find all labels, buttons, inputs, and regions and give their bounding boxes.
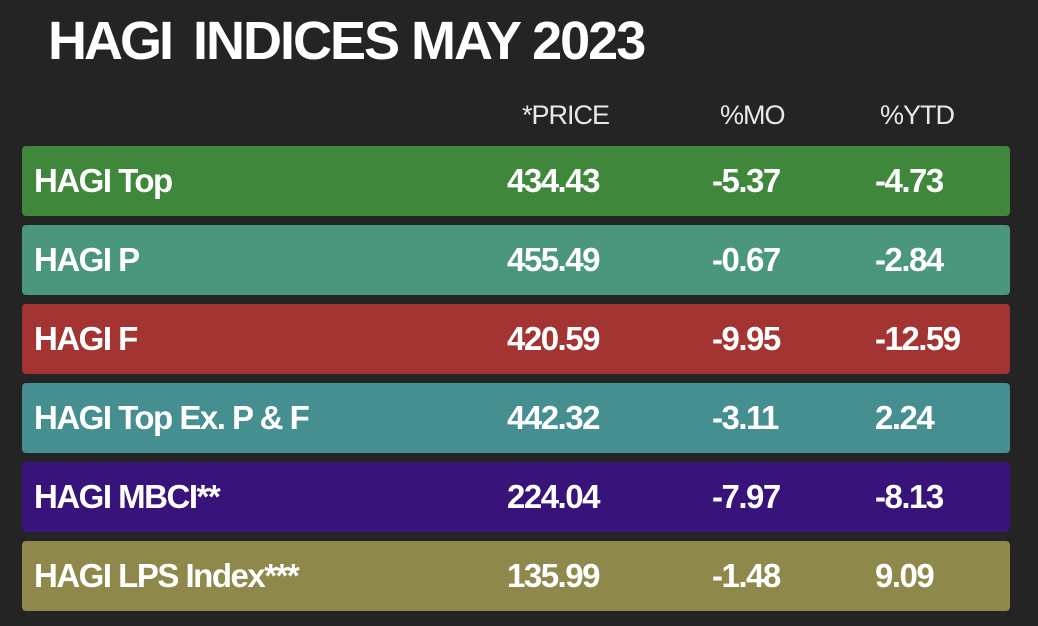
price: 455.49 — [507, 241, 600, 278]
title-rest: INDICES MAY 2023 — [193, 11, 646, 71]
ytd-change: -4.73 — [875, 162, 944, 199]
month-change: -0.67 — [712, 241, 781, 278]
month-change: -3.11 — [712, 399, 779, 436]
ytd-change: -8.13 — [875, 478, 944, 515]
table-row: HAGI LPS Index*** 135.99 -1.48 9.09 — [22, 541, 1010, 611]
row-name: HAGI Top — [34, 162, 173, 199]
column-header: %YTD — [880, 100, 955, 130]
price: 135.99 — [507, 557, 600, 594]
row-name: HAGI P — [34, 241, 140, 278]
ytd-change: -12.59 — [875, 320, 961, 357]
table-row: HAGI F 420.59 -9.95 -12.59 — [22, 304, 1010, 374]
month-change: -1.48 — [712, 557, 781, 594]
column-header: *PRICE — [522, 100, 610, 130]
month-change: -7.97 — [712, 478, 781, 515]
table-row: HAGI Top Ex. P & F 442.32 -3.11 2.24 — [22, 383, 1010, 453]
price: 224.04 — [507, 478, 600, 515]
column-header: %MO — [720, 100, 785, 130]
price: 442.32 — [507, 399, 600, 436]
row-name: HAGI F — [34, 320, 138, 357]
row-name: HAGI Top Ex. P & F — [34, 399, 310, 436]
ytd-change: 9.09 — [875, 557, 935, 594]
table-row: HAGI Top 434.43 -5.37 -4.73 — [22, 146, 1010, 216]
month-change: -9.95 — [712, 320, 781, 357]
title-brand: HAGI — [48, 11, 174, 71]
table-row: HAGI MBCI** 224.04 -7.97 -8.13 — [22, 462, 1010, 532]
row-name: HAGI MBCI** — [34, 478, 221, 515]
price: 434.43 — [507, 162, 600, 199]
table-row: HAGI P 455.49 -0.67 -2.84 — [22, 225, 1010, 295]
month-change: -5.37 — [712, 162, 781, 199]
ytd-change: 2.24 — [875, 399, 935, 436]
title: HAGI INDICES MAY 2023 — [48, 10, 646, 72]
price: 420.59 — [507, 320, 600, 357]
ytd-change: -2.84 — [875, 241, 944, 278]
row-name: HAGI LPS Index*** — [34, 557, 300, 594]
